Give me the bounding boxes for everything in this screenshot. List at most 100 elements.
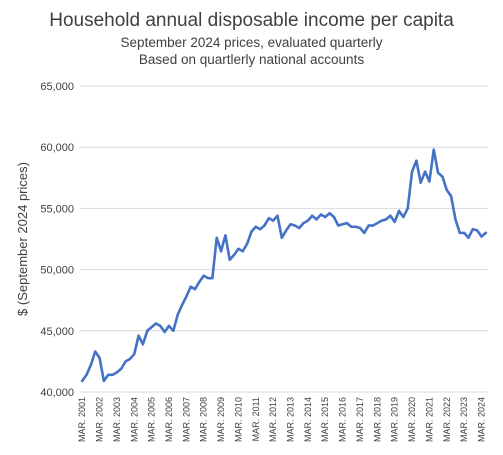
data-point	[254, 225, 257, 228]
x-tick-label: MAR. 2014	[303, 397, 313, 442]
x-tick-label: MAR. 2011	[251, 397, 261, 441]
x-tick-label: MAR. 2015	[320, 397, 330, 442]
data-point	[475, 229, 479, 232]
series-layer	[80, 148, 488, 383]
data-point	[202, 274, 205, 277]
data-point	[389, 214, 392, 217]
data-point	[111, 373, 114, 377]
data-point	[341, 223, 344, 226]
data-point	[193, 287, 197, 291]
data-point	[241, 250, 244, 253]
x-tick-label: MAR. 2005	[147, 397, 157, 442]
data-point	[471, 228, 475, 231]
data-point	[185, 295, 188, 298]
data-point	[428, 180, 431, 183]
data-point	[263, 224, 266, 227]
series-line	[80, 148, 488, 383]
data-point	[376, 221, 379, 225]
data-point	[293, 224, 297, 227]
data-point	[107, 373, 110, 377]
x-tick-label: MAR. 2023	[459, 397, 469, 442]
x-tick-label: MAR. 2024	[476, 397, 486, 442]
data-point	[159, 324, 162, 328]
data-point	[315, 218, 318, 221]
x-tick-label: MAR. 2004	[129, 397, 139, 442]
y-tick-label: 65,000	[40, 81, 74, 93]
data-point	[124, 360, 127, 363]
x-tick-labels: MAR. 2001 MAR. 2002 MAR. 2003 MAR. 2004 MAR.…	[77, 397, 486, 442]
x-tick-label: MAR. 2010	[233, 397, 243, 442]
data-point	[89, 363, 93, 367]
data-point	[480, 235, 483, 238]
data-point	[167, 324, 171, 328]
data-point	[445, 188, 448, 192]
data-point	[141, 343, 145, 346]
data-point	[258, 228, 262, 231]
data-point	[172, 329, 175, 332]
data-point	[215, 236, 218, 239]
y-tick-label: 55,000	[40, 203, 74, 215]
data-point	[120, 367, 123, 370]
data-point	[402, 215, 405, 219]
y-tick-label: 50,000	[40, 265, 74, 277]
data-point	[419, 181, 422, 184]
x-tick-label: MAR. 2019	[390, 397, 400, 442]
data-point	[410, 170, 414, 173]
data-point	[324, 215, 327, 219]
data-point	[371, 224, 375, 227]
data-point	[384, 218, 388, 221]
data-point	[93, 350, 97, 353]
data-point	[211, 276, 214, 280]
data-point	[432, 148, 435, 151]
data-point	[245, 242, 249, 246]
data-point	[85, 373, 88, 377]
data-point	[102, 379, 106, 383]
data-point	[271, 219, 275, 222]
data-point	[328, 212, 331, 215]
data-point	[358, 226, 362, 230]
data-point	[484, 231, 488, 235]
data-point	[176, 313, 179, 317]
data-point	[415, 159, 418, 162]
data-point	[219, 250, 223, 253]
data-point	[128, 357, 132, 361]
y-tick-label: 40,000	[40, 387, 74, 399]
x-tick-label: MAR. 2018	[372, 397, 382, 442]
data-point	[393, 220, 396, 224]
x-tick-label: MAR. 2008	[199, 397, 209, 442]
data-point	[115, 371, 119, 374]
data-point	[350, 225, 353, 228]
data-point	[367, 224, 370, 227]
data-point	[406, 207, 409, 210]
data-point	[441, 175, 444, 178]
chart-title: Household annual disposable income per c…	[49, 10, 454, 31]
data-point	[306, 219, 310, 222]
data-point	[206, 276, 210, 280]
x-tick-label: MAR. 2013	[286, 397, 296, 442]
data-point	[297, 226, 301, 230]
data-point	[276, 214, 279, 217]
data-point	[289, 223, 292, 226]
data-point	[311, 214, 314, 217]
data-point	[449, 194, 453, 198]
x-tick-label: MAR. 2003	[112, 397, 122, 442]
x-tick-label: MAR. 2017	[355, 397, 365, 442]
data-point	[280, 236, 284, 239]
x-tick-label: MAR. 2007	[181, 397, 191, 442]
data-point	[250, 230, 253, 233]
data-point	[302, 221, 305, 225]
data-point	[380, 219, 383, 222]
y-axis-label: $ (September 2024 prices)	[15, 162, 30, 316]
data-point	[146, 329, 149, 332]
data-point	[319, 213, 323, 216]
data-point	[224, 234, 227, 237]
data-point	[467, 236, 470, 239]
data-point	[337, 224, 340, 227]
data-point	[454, 218, 457, 221]
data-point	[267, 216, 271, 220]
data-point	[189, 285, 192, 288]
data-point	[80, 379, 84, 383]
data-point	[98, 356, 101, 359]
